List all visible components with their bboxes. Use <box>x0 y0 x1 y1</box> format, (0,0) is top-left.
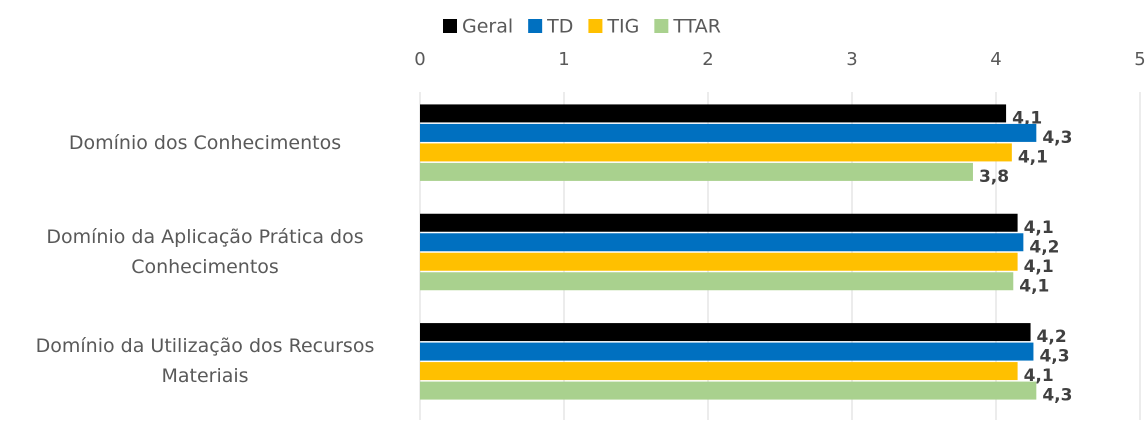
x-tick-label: 1 <box>558 49 569 70</box>
data-label: 4,3 <box>1039 347 1069 367</box>
legend-swatch <box>588 19 603 33</box>
bar <box>420 342 1034 361</box>
bar <box>420 252 1018 271</box>
x-tick-label: 3 <box>846 49 857 70</box>
category-label: Domínio dos Conhecimentos <box>68 131 342 154</box>
bar <box>420 104 1007 123</box>
legend-label: TTAR <box>672 16 721 38</box>
bar <box>420 362 1018 381</box>
data-label: 4,1 <box>1024 257 1054 277</box>
data-label: 4,2 <box>1037 327 1067 347</box>
x-tick-label: 2 <box>702 49 713 70</box>
bar <box>420 323 1031 342</box>
legend-swatch <box>654 19 669 33</box>
bar <box>420 381 1037 400</box>
data-label: 4,1 <box>1024 218 1054 238</box>
bar <box>420 143 1012 162</box>
category-label: Domínio da Aplicação Prática dos Conheci… <box>46 226 364 278</box>
data-label: 4,3 <box>1042 386 1072 406</box>
legend-swatch <box>443 19 457 33</box>
bar <box>420 233 1024 252</box>
data-label: 4,1 <box>1012 108 1042 128</box>
bar <box>420 123 1037 142</box>
data-label: 3,8 <box>979 167 1009 187</box>
x-tick-label: 4 <box>990 49 1001 70</box>
legend-label: TD <box>546 16 573 38</box>
data-label: 4,1 <box>1018 147 1048 167</box>
category-label: Domínio da Utilização dos Recursos Mater… <box>35 335 375 388</box>
x-tick-label: 5 <box>1134 49 1145 70</box>
legend-swatch <box>528 19 543 33</box>
data-label: 4,2 <box>1029 237 1059 257</box>
bar <box>420 272 1014 291</box>
bar <box>420 162 973 181</box>
x-tick-label: 0 <box>414 49 425 70</box>
data-label: 4,1 <box>1024 366 1054 386</box>
bar <box>420 213 1018 232</box>
data-label: 4,1 <box>1019 276 1049 296</box>
legend-label: Geral <box>462 16 513 38</box>
data-label: 4,3 <box>1042 128 1072 148</box>
legend-label: TIG <box>606 16 639 38</box>
